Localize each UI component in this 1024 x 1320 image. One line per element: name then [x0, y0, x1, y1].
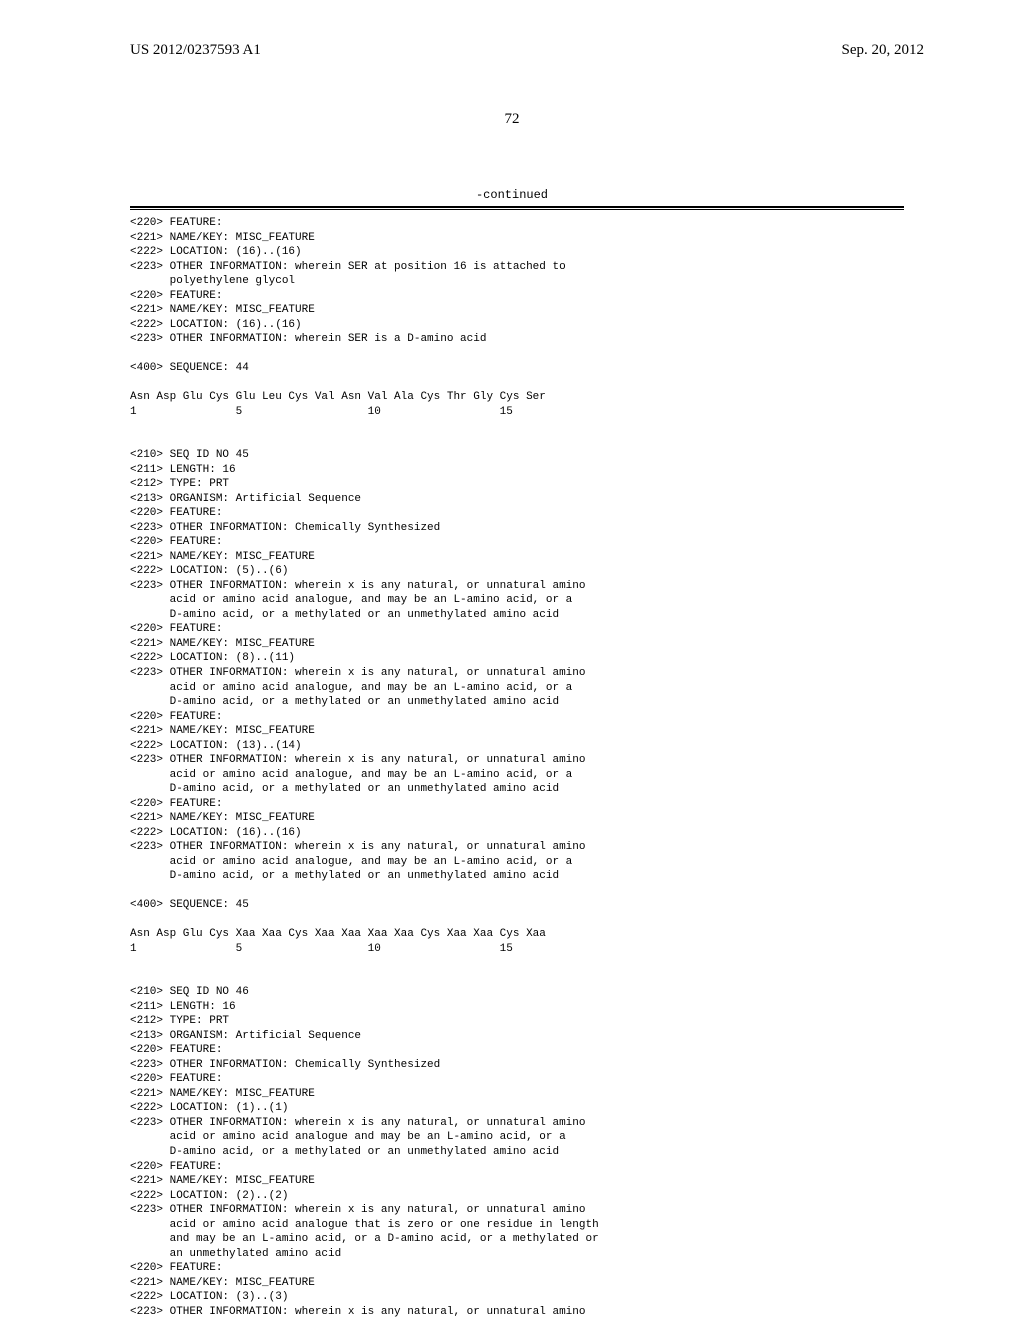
page-number: 72	[0, 111, 1024, 128]
sequence-listing: <220> FEATURE: <221> NAME/KEY: MISC_FEAT…	[130, 216, 904, 1319]
publication-date: Sep. 20, 2012	[842, 42, 925, 59]
continued-label: -continued	[0, 188, 1024, 206]
horizontal-rule	[130, 206, 904, 210]
page-header: US 2012/0237593 A1 Sep. 20, 2012	[0, 0, 1024, 59]
publication-number: US 2012/0237593 A1	[130, 42, 261, 59]
